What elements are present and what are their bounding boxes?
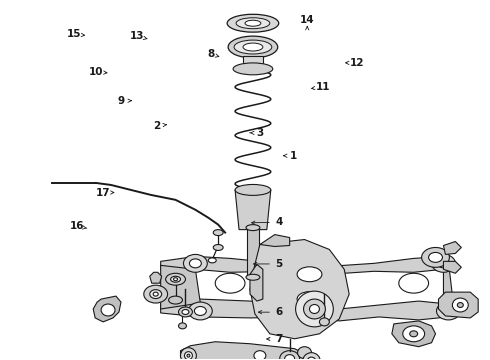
Ellipse shape [421, 247, 449, 267]
Text: 14: 14 [300, 15, 315, 25]
Ellipse shape [246, 274, 260, 280]
Text: 16: 16 [70, 221, 84, 231]
Ellipse shape [195, 306, 206, 315]
Polygon shape [250, 264, 263, 301]
Ellipse shape [243, 43, 263, 51]
Polygon shape [161, 256, 448, 274]
Ellipse shape [437, 302, 460, 320]
Ellipse shape [302, 353, 320, 360]
Ellipse shape [295, 291, 333, 327]
Ellipse shape [234, 40, 272, 54]
Ellipse shape [297, 347, 312, 359]
Text: 12: 12 [349, 58, 364, 68]
Ellipse shape [215, 273, 245, 293]
Text: 10: 10 [89, 67, 103, 77]
Ellipse shape [442, 306, 454, 315]
Text: 15: 15 [67, 29, 81, 39]
Ellipse shape [254, 351, 266, 360]
Ellipse shape [452, 298, 468, 312]
Ellipse shape [438, 259, 449, 268]
Ellipse shape [235, 184, 271, 195]
Bar [247, 228, 259, 277]
Text: 13: 13 [130, 31, 145, 41]
Ellipse shape [429, 252, 442, 262]
Ellipse shape [180, 348, 196, 360]
Ellipse shape [153, 292, 158, 296]
Text: 17: 17 [96, 188, 110, 198]
Ellipse shape [245, 20, 261, 26]
Ellipse shape [190, 259, 201, 268]
Ellipse shape [150, 290, 162, 298]
Ellipse shape [307, 357, 316, 360]
Text: 3: 3 [256, 128, 263, 138]
Text: 1: 1 [290, 151, 297, 161]
Ellipse shape [403, 326, 425, 342]
Text: 11: 11 [316, 82, 330, 92]
Polygon shape [260, 235, 290, 247]
Bar [243, 56, 263, 68]
Ellipse shape [457, 302, 464, 307]
Polygon shape [443, 261, 453, 315]
Ellipse shape [236, 18, 270, 29]
Ellipse shape [227, 14, 279, 32]
Ellipse shape [144, 285, 168, 303]
Polygon shape [235, 190, 271, 230]
Ellipse shape [246, 225, 260, 231]
Text: 6: 6 [275, 307, 283, 317]
Ellipse shape [233, 63, 273, 75]
Ellipse shape [178, 323, 187, 329]
Text: 9: 9 [118, 96, 124, 106]
Polygon shape [161, 265, 200, 309]
Text: 8: 8 [207, 49, 215, 59]
Ellipse shape [183, 255, 207, 272]
Ellipse shape [166, 273, 185, 285]
Ellipse shape [189, 302, 212, 320]
Polygon shape [439, 292, 478, 318]
Ellipse shape [213, 230, 223, 235]
Ellipse shape [303, 299, 325, 319]
Polygon shape [180, 342, 315, 360]
Ellipse shape [187, 354, 190, 357]
Text: 7: 7 [275, 334, 283, 344]
Polygon shape [150, 272, 162, 283]
Polygon shape [392, 321, 436, 347]
Polygon shape [161, 299, 453, 321]
Ellipse shape [173, 278, 177, 281]
Ellipse shape [297, 267, 322, 282]
Ellipse shape [213, 244, 223, 251]
Ellipse shape [399, 273, 429, 293]
Ellipse shape [184, 352, 193, 360]
Polygon shape [93, 296, 121, 322]
Text: 2: 2 [153, 121, 160, 131]
Polygon shape [443, 261, 461, 273]
Text: 5: 5 [275, 259, 283, 269]
Ellipse shape [410, 331, 417, 337]
Ellipse shape [285, 355, 294, 360]
Polygon shape [250, 239, 349, 339]
Ellipse shape [208, 258, 216, 263]
Ellipse shape [280, 351, 299, 360]
Text: 4: 4 [275, 217, 283, 227]
Ellipse shape [297, 292, 322, 306]
Ellipse shape [169, 296, 182, 304]
Ellipse shape [182, 310, 189, 314]
Ellipse shape [310, 305, 319, 314]
Ellipse shape [171, 276, 180, 282]
Ellipse shape [228, 36, 278, 58]
Ellipse shape [178, 307, 193, 317]
Ellipse shape [432, 255, 455, 272]
Ellipse shape [319, 318, 329, 326]
Ellipse shape [101, 304, 115, 316]
Polygon shape [443, 242, 461, 255]
